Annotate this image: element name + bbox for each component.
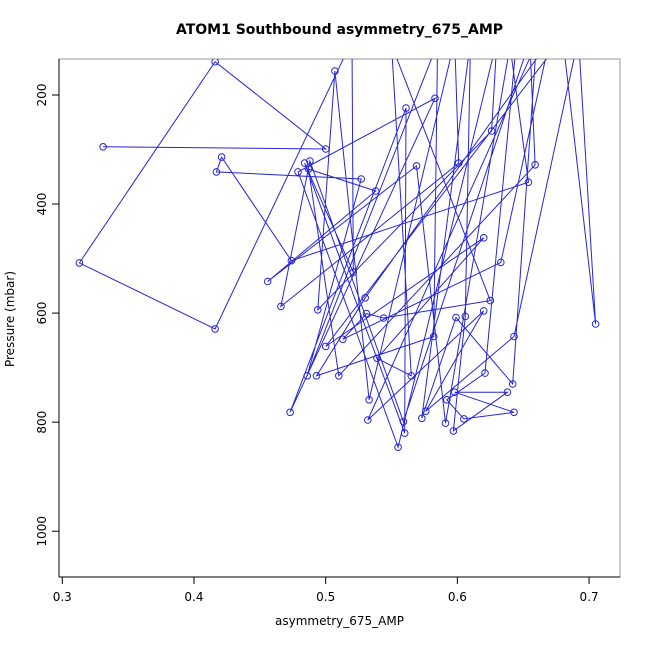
data-point (349, 37, 356, 44)
data-point (371, 187, 380, 195)
data-point (312, 372, 321, 380)
data-point (441, 419, 450, 428)
data-series (75, 34, 600, 452)
data-point (418, 414, 426, 423)
data-point (263, 277, 272, 286)
data-point (450, 388, 459, 397)
data-point (559, 34, 566, 41)
data-point (533, 40, 540, 47)
data-point (349, 268, 358, 277)
data-point (339, 335, 347, 344)
data-point (531, 161, 539, 169)
x-tick-label: 0.7 (580, 590, 599, 604)
data-point (357, 175, 366, 183)
data-point (443, 396, 451, 404)
data-point (486, 296, 495, 305)
x-tick-label: 0.5 (316, 590, 335, 604)
data-point (481, 369, 489, 377)
data-point (429, 332, 438, 341)
data-point (361, 294, 370, 302)
data-point (497, 258, 505, 267)
data-point (467, 37, 474, 44)
data-point (510, 408, 518, 417)
y-tick-label: 400 (35, 193, 49, 216)
data-point (286, 408, 294, 417)
data-point (407, 372, 416, 380)
data-point (454, 159, 463, 167)
data-point (321, 342, 330, 351)
data-point (364, 416, 372, 424)
data-point (452, 313, 460, 322)
y-tick-label: 800 (35, 411, 49, 434)
data-point (479, 307, 488, 315)
data-point (399, 417, 408, 426)
data-point (510, 332, 518, 341)
data-point (400, 429, 409, 437)
data-point (508, 380, 517, 388)
data-point (487, 127, 496, 135)
x-tick-label: 0.4 (184, 590, 203, 604)
data-point (217, 153, 226, 161)
data-point (321, 145, 330, 153)
data-point (303, 372, 312, 380)
y-tick-label: 1000 (35, 516, 49, 547)
data-point (373, 354, 381, 363)
data-point (402, 104, 410, 112)
x-tick-label: 0.6 (448, 590, 467, 604)
data-point (546, 37, 553, 44)
data-point (394, 443, 402, 452)
data-point (575, 34, 582, 41)
x-tick-label: 0.3 (53, 590, 72, 604)
data-point (294, 168, 302, 176)
data-point (75, 259, 84, 267)
data-point (461, 312, 470, 321)
data-point (434, 40, 441, 47)
x-axis-label: asymmetry_675_AMP (275, 614, 404, 628)
data-point (379, 314, 388, 322)
data-point (211, 59, 219, 66)
data-point (422, 407, 430, 416)
data-point (451, 37, 458, 44)
data-point (335, 372, 343, 380)
data-point (513, 37, 520, 44)
data-point (212, 168, 221, 176)
data-point (507, 43, 514, 50)
data-point (524, 178, 533, 186)
data-point (306, 157, 314, 165)
data-point (431, 94, 439, 103)
series-line (78, 59, 597, 449)
y-tick-label: 600 (35, 302, 49, 325)
data-point (362, 309, 371, 318)
data-point (388, 42, 395, 49)
data-point (591, 320, 600, 328)
data-point (287, 256, 296, 265)
data-point (494, 37, 501, 44)
data-point (304, 165, 313, 173)
plot-frame (58, 58, 621, 578)
data-point (449, 427, 458, 435)
data-point (277, 302, 285, 311)
data-point (412, 162, 421, 170)
data-point (503, 388, 512, 397)
data-point (99, 143, 107, 151)
data-point (479, 234, 488, 242)
data-point (211, 325, 219, 333)
data-point (300, 159, 309, 167)
data-point (365, 396, 373, 404)
chart-title: ATOM1 Southbound asymmetry_675_AMP (175, 22, 504, 38)
data-point (314, 306, 322, 314)
y-tick-label: 200 (35, 84, 49, 107)
data-point (331, 67, 339, 75)
data-point (460, 415, 468, 423)
data-point (527, 37, 534, 44)
